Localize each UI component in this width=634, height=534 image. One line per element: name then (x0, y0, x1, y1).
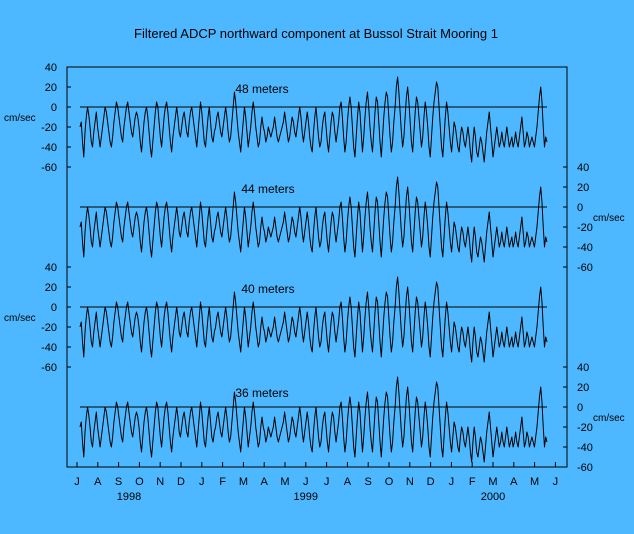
y-tick-label: -20 (41, 322, 57, 334)
y-unit-label: cm/sec (593, 413, 625, 424)
y-unit-label: cm/sec (593, 213, 625, 224)
x-tick-label: A (94, 476, 102, 488)
x-tick-label: A (344, 476, 352, 488)
panel-3: 40 20 0 -20 -40 -60 cm/sec 36 meters (79, 362, 625, 474)
y-tick-label: 40 (577, 362, 589, 374)
panel-0: 40 20 0 -20 -40 -60 cm/sec 48 meters (4, 62, 548, 174)
y-tick-label: -60 (577, 462, 593, 474)
x-tick-label: J (324, 476, 330, 488)
y-tick-label: -20 (41, 122, 57, 134)
depth-label: 44 meters (241, 182, 294, 196)
y-tick-label: -40 (577, 242, 593, 254)
y-tick-label: 20 (45, 282, 57, 294)
y-tick-label: -60 (577, 262, 593, 274)
series-line (79, 376, 548, 463)
y-tick-label: 0 (577, 202, 583, 214)
depth-label: 40 meters (241, 282, 294, 296)
y-unit-label: cm/sec (4, 113, 36, 124)
y-unit-label: cm/sec (4, 313, 36, 324)
x-tick-label: M (280, 476, 289, 488)
series-line (79, 76, 548, 163)
x-tick-label: J (449, 476, 455, 488)
x-tick-label: M (488, 476, 497, 488)
x-tick-label: J (303, 476, 309, 488)
x-tick-label: M (239, 476, 248, 488)
y-tick-label: 20 (577, 382, 589, 394)
x-tick-label: F (469, 476, 476, 488)
x-tick-label: A (261, 476, 269, 488)
x-tick-label: O (385, 476, 394, 488)
y-tick-label: -40 (577, 442, 593, 454)
panels: 40 20 0 -20 -40 -60 cm/sec 48 meters 40 20 0 -20 -40… (4, 62, 625, 474)
x-tick-label: D (177, 476, 185, 488)
y-tick-label: 0 (577, 402, 583, 414)
x-tick-label: A (510, 476, 518, 488)
y-tick-label: -20 (577, 422, 593, 434)
y-tick-label: -60 (41, 162, 57, 174)
y-tick-label: 20 (577, 182, 589, 194)
x-tick-label: D (427, 476, 435, 488)
y-tick-label: -40 (41, 342, 57, 354)
y-tick-label: -60 (41, 362, 57, 374)
y-tick-label: 20 (45, 82, 57, 94)
depth-label: 36 meters (235, 386, 288, 400)
y-tick-label: 40 (45, 62, 57, 74)
x-tick-label: J (553, 476, 559, 488)
x-tick-label: S (365, 476, 372, 488)
x-tick-label: M (530, 476, 539, 488)
x-tick-label: J (74, 476, 80, 488)
series-line (79, 176, 548, 263)
chart-title: Filtered ADCP northward component at Bus… (134, 26, 498, 41)
y-tick-label: 0 (51, 102, 57, 114)
series-line (79, 276, 548, 363)
x-tick-label: N (156, 476, 164, 488)
x-tick-label: J (199, 476, 205, 488)
x-tick-label: O (135, 476, 144, 488)
y-tick-label: 40 (577, 162, 589, 174)
year-label: 1999 (294, 491, 318, 503)
y-tick-label: 0 (51, 302, 57, 314)
panel-1: 40 20 0 -20 -40 -60 cm/sec 44 meters (79, 162, 625, 274)
x-tick-label: S (115, 476, 122, 488)
y-tick-label: -40 (41, 142, 57, 154)
panel-2: 40 20 0 -20 -40 -60 cm/sec 40 meters (4, 262, 548, 374)
y-tick-label: 40 (45, 262, 57, 274)
year-label: 1998 (117, 491, 141, 503)
year-label: 2000 (481, 491, 505, 503)
x-tick-label: F (219, 476, 226, 488)
x-tick-label: N (406, 476, 414, 488)
y-tick-label: -20 (577, 222, 593, 234)
depth-label: 48 meters (235, 82, 288, 96)
